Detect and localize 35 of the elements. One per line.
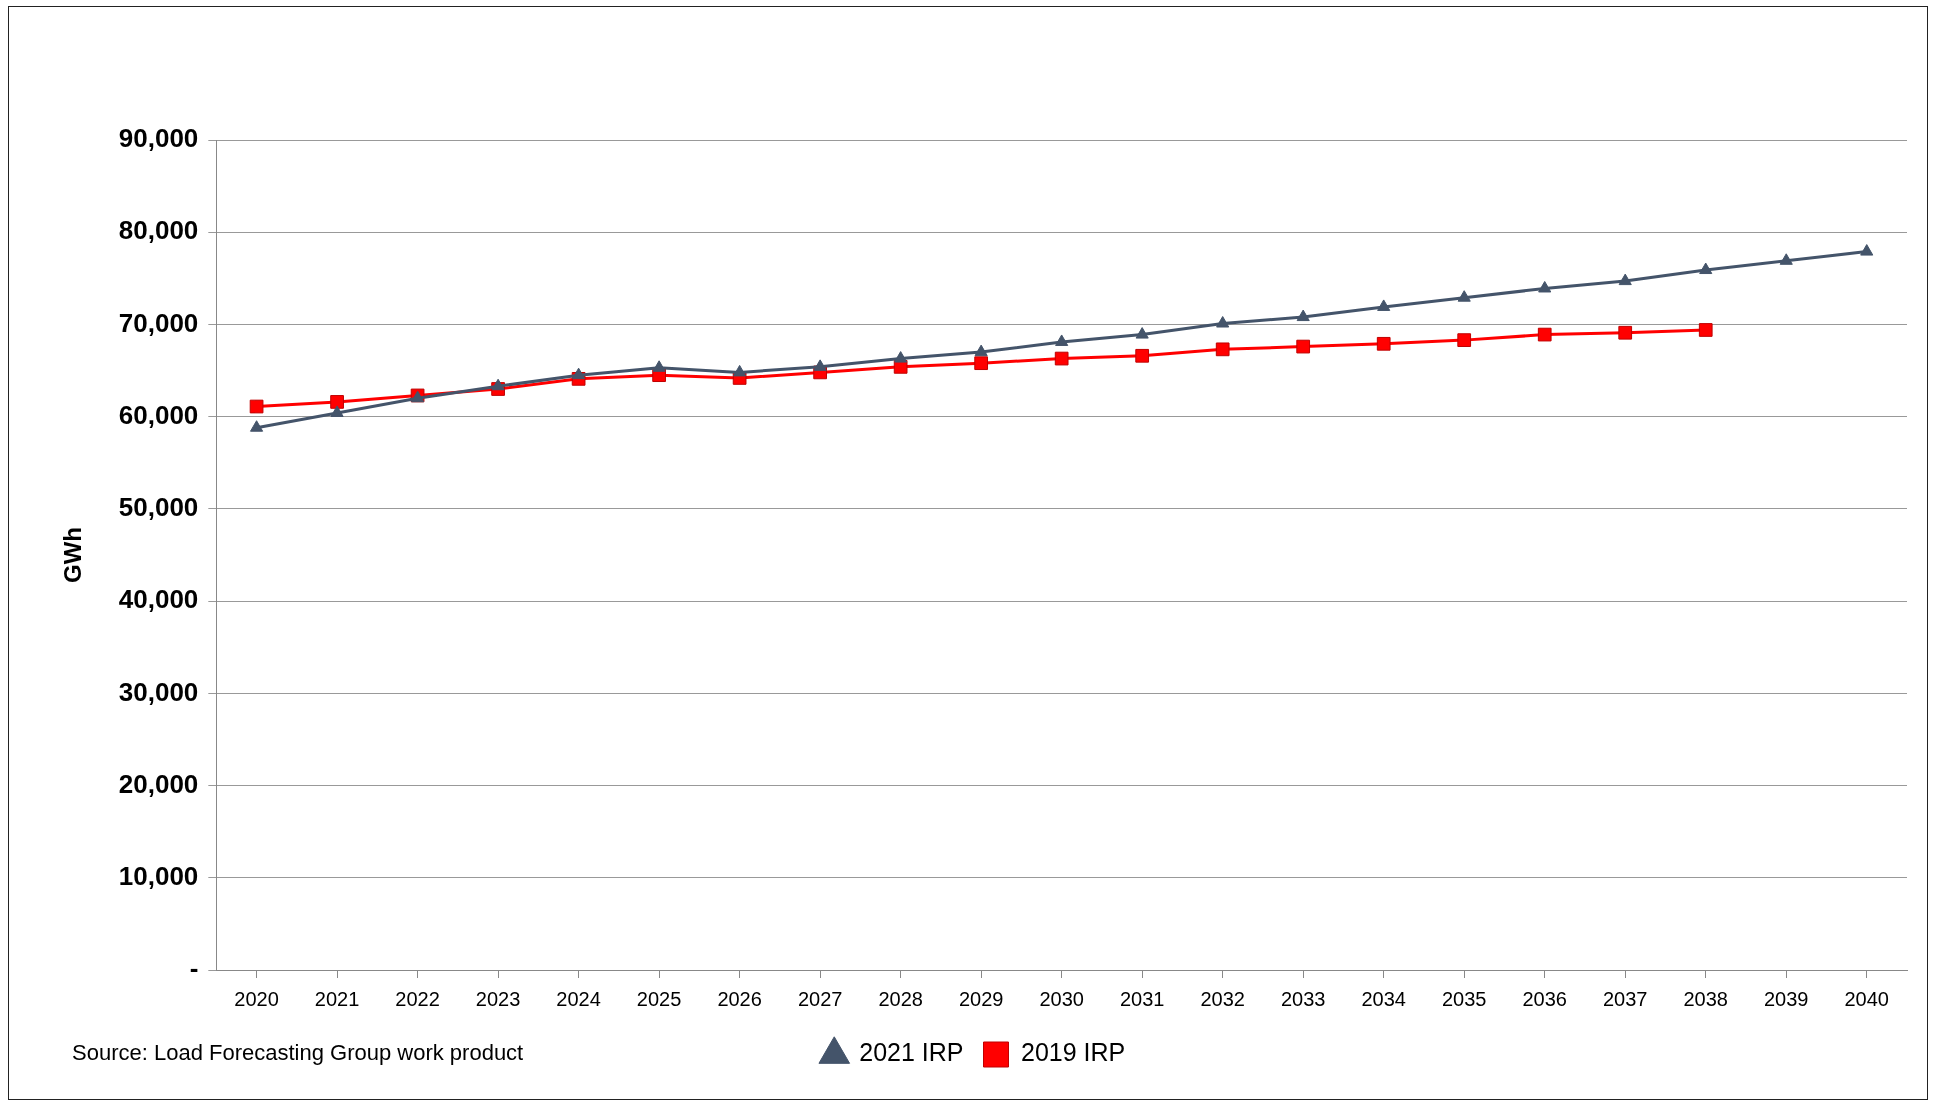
y-tick-label: 20,000 [118, 768, 199, 799]
x-tick-label: 2026 [717, 987, 762, 1010]
source-note: Source: Load Forecasting Group work product [72, 1040, 524, 1066]
x-tick-label: 2031 [1119, 987, 1165, 1010]
x-tick-label: 2028 [878, 987, 923, 1010]
y-tick-label: 70,000 [118, 307, 199, 338]
y-tick-label: 10,000 [118, 860, 199, 891]
x-tick-label: 2033 [1280, 987, 1326, 1010]
x-tick-label: 2023 [475, 987, 521, 1010]
x-tick-label: 2025 [636, 987, 682, 1010]
legend-label: 2019 IRP [1021, 1038, 1126, 1067]
x-tick-label: 2029 [958, 987, 1004, 1010]
y-tick-label: 50,000 [118, 492, 199, 523]
x-tick-label: 2022 [395, 987, 440, 1010]
x-tick-label: 2020 [234, 987, 279, 1010]
x-tick-label: 2027 [797, 987, 843, 1010]
x-tick-label: 2039 [1763, 987, 1809, 1010]
y-tick-label: 30,000 [118, 676, 199, 707]
x-tick-label: 2024 [556, 987, 601, 1010]
y-axis-title: GWh [59, 527, 87, 583]
x-tick-label: 2036 [1522, 987, 1567, 1010]
x-tick-label: 2040 [1844, 987, 1889, 1010]
x-tick-label: 2037 [1602, 987, 1648, 1010]
x-tick-label: 2034 [1361, 987, 1406, 1010]
y-tick-label: 40,000 [118, 584, 199, 615]
y-tick-label: - [189, 953, 199, 984]
x-tick-label: 2035 [1441, 987, 1487, 1010]
legend-label: 2021 IRP [859, 1038, 964, 1067]
x-tick-label: 2021 [314, 987, 360, 1010]
y-tick-label: 90,000 [118, 123, 199, 154]
y-tick-label: 80,000 [118, 215, 199, 246]
x-tick-label: 2030 [1039, 987, 1084, 1010]
y-tick-label: 60,000 [118, 399, 199, 430]
x-tick-label: 2038 [1683, 987, 1728, 1010]
x-tick-label: 2032 [1200, 987, 1245, 1010]
